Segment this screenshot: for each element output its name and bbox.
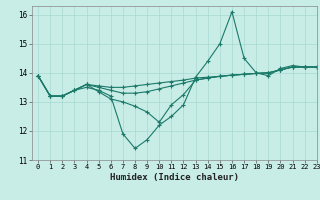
X-axis label: Humidex (Indice chaleur): Humidex (Indice chaleur) xyxy=(110,173,239,182)
